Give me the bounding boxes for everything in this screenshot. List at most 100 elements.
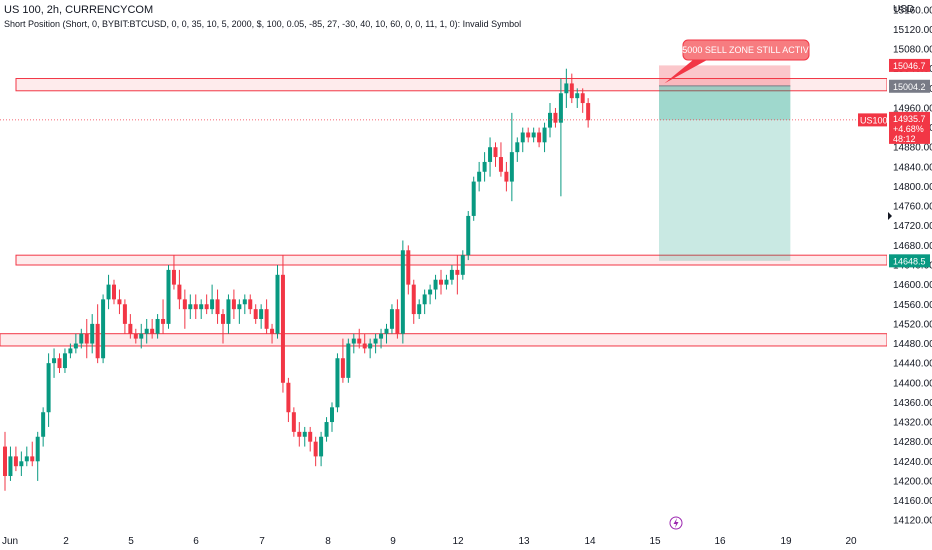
price-tag-bg [889,79,930,93]
x-tick-label: 7 [259,536,265,547]
candle-body [308,431,313,442]
candle-body [455,269,460,275]
candle [3,431,7,491]
candle-body [498,157,503,172]
time-axis: Jun 2 5 6 7 8 9 12 13 14 15 16 19 20 [2,516,857,547]
candle-body [166,269,171,324]
candle-body [3,446,7,477]
candle-body [460,255,465,275]
candle-body [226,299,231,324]
candle [297,422,302,447]
candle-body [319,436,324,457]
price-tag-bg [889,58,930,72]
candle-body [526,132,531,138]
candle-body [482,161,487,172]
candle-body [488,147,493,162]
candle-body [558,93,563,123]
candle-body [253,309,258,319]
scroll-arrow-icon [888,212,892,220]
candle [542,122,547,153]
candle-body [68,348,73,354]
candle [226,294,231,334]
candle-body [112,284,116,300]
candle [488,137,493,177]
candle [106,274,111,310]
price-tag: 15046.7 [889,58,930,72]
candle-body [379,333,384,339]
y-tick-label: 14120.00 [893,516,932,527]
candle-body [515,142,520,153]
candle [319,431,324,467]
candle-body [417,304,422,315]
candle [477,161,482,192]
y-tick-label: 14320.00 [893,418,932,429]
callout-box [682,39,810,61]
bar-countdown: 48:12 [893,134,916,144]
candle-body [242,299,247,305]
candle-body [509,152,514,182]
candle [330,402,334,432]
price-tag: 14648.5 [889,254,930,268]
y-tick-label: 14440.00 [893,359,932,370]
x-tick-label: 6 [193,536,199,547]
candle [193,294,198,319]
candle-body [395,309,400,334]
candle-body [302,431,307,437]
candle-body [373,338,378,344]
candle [515,137,520,162]
candle [558,78,563,197]
candle-body [569,83,574,99]
callout-text: 15000 SELL ZONE STILL ACTIVE [677,45,814,55]
candle-body [444,279,449,285]
candle [400,240,405,344]
callout-pointer [664,60,707,84]
candle-body [422,294,427,305]
y-tick-label: 14480.00 [893,339,932,350]
candle [215,289,220,324]
candle-body [13,456,18,467]
candle [280,255,285,393]
candle-body [84,333,89,344]
candle [166,265,171,329]
lightning-glyph [673,518,679,528]
candle [411,279,416,324]
x-tick-label: 5 [128,536,134,547]
candle [439,269,443,295]
candle [13,446,18,472]
candle-body [101,299,106,359]
candle [46,353,51,427]
candle [520,127,525,153]
candle-body [389,309,394,329]
y-tick-label: 14400.00 [893,378,932,389]
candle [351,333,356,354]
candle [242,294,247,315]
zones-layer [0,78,888,347]
candle [8,446,13,481]
candle [384,323,389,344]
candle [259,304,264,329]
candle [133,328,138,344]
candle [471,176,476,221]
candle [144,318,149,344]
candle [417,299,422,319]
take-profit-zone [659,85,791,261]
candle-body [286,382,291,413]
candle [504,161,509,192]
candle [564,68,569,108]
current-price-value: 14935.7 [893,114,926,124]
candle [41,407,46,447]
indicator-legend[interactable]: Short Position (Short, 0, BYBIT:BTCUSD, … [4,19,522,29]
candle-body [575,93,580,99]
x-tick-label: 8 [325,536,331,547]
y-tick-label: 14560.00 [893,300,932,311]
candle-body [362,343,367,349]
candle-body [117,299,122,305]
y-tick-label: 15120.00 [893,25,932,36]
candle-body [35,436,40,462]
candle-body [400,250,405,334]
candle [182,289,187,329]
candle [270,323,275,344]
candle [586,98,591,128]
candle-body [144,328,149,334]
